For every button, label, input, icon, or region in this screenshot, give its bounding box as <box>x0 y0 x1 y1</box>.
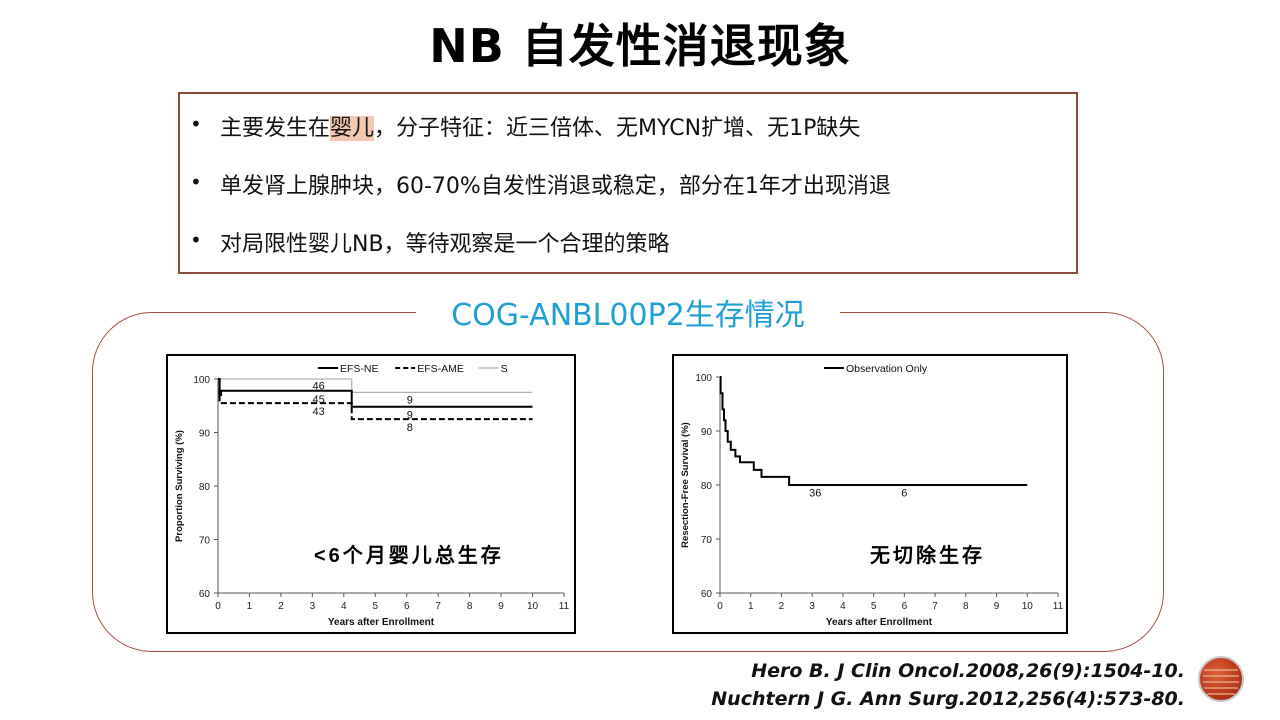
key-points-box: • 主要发生在婴儿，分子特征：近三倍体、无MYCN扩增、无1P缺失 • 单发肾上… <box>178 92 1078 274</box>
y-tick-label: 80 <box>701 481 713 492</box>
x-tick-label: 9 <box>994 601 1000 612</box>
x-tick-label: 2 <box>278 601 284 612</box>
bullet-text-1: 主要发生在婴儿，分子特征：近三倍体、无MYCN扩增、无1P缺失 <box>220 110 860 142</box>
bullet-1-prefix: 主要发生在 <box>220 116 331 141</box>
x-tick-label: 5 <box>871 601 877 612</box>
legend-entry: Observation Only <box>846 363 928 375</box>
y-tick-label: 100 <box>193 375 210 386</box>
bullet-text-3: 对局限性婴儿NB，等待观察是一个合理的策略 <box>220 232 670 257</box>
y-axis-label: Resection-Free Survival (%) <box>680 422 691 548</box>
bullet-dot-icon: • <box>190 228 202 252</box>
slide-title: NB 自发性消退现象 <box>429 19 851 73</box>
x-tick-label: 7 <box>932 601 938 612</box>
at-risk-label: 9 <box>407 394 413 406</box>
x-tick-label: 1 <box>247 601 253 612</box>
series-line-s <box>218 378 533 394</box>
highlighted-term: 婴儿 <box>330 116 375 141</box>
x-tick-label: 6 <box>404 601 410 612</box>
x-tick-label: 5 <box>372 601 378 612</box>
chart-panel-resection-free: 0 1 2 3 4 5 6 7 8 9 10 11 60 70 80 90 100 Years after Enr… <box>672 354 1068 634</box>
x-tick-label: 8 <box>467 601 473 612</box>
x-axis-label: Years after Enrollment <box>826 617 933 628</box>
series-line-efs-ame <box>218 378 533 421</box>
x-tick-label: 6 <box>902 601 908 612</box>
x-tick-label: 3 <box>310 601 316 612</box>
at-risk-label: 46 <box>313 380 325 392</box>
bullet-text-2: 单发肾上腺肿块，60-70%自发性消退或稳定，部分在1年才出现消退 <box>220 174 891 199</box>
x-tick-label: 3 <box>809 601 815 612</box>
x-tick-label: 0 <box>717 601 723 612</box>
y-tick-label: 70 <box>199 536 211 547</box>
series-line-observation-only <box>719 376 1028 486</box>
reference-2: Nuchtern J G. Ann Surg.2012,256(4):573-8… <box>711 688 1185 710</box>
bullet-1-suffix: ，分子特征：近三倍体、无MYCN扩增、无1P缺失 <box>374 116 861 141</box>
at-risk-label: 45 <box>313 394 325 406</box>
at-risk-label: 8 <box>407 422 413 434</box>
x-tick-label: 8 <box>963 601 969 612</box>
y-tick-label: 100 <box>695 373 712 384</box>
x-tick-label: 4 <box>341 601 347 612</box>
x-axis-label: Years after Enrollment <box>328 617 435 628</box>
section-heading: COG-ANBL00P2生存情况 <box>416 296 840 336</box>
bullet-dot-icon: • <box>190 170 202 194</box>
x-tick-label: 7 <box>435 601 441 612</box>
y-tick-label: 60 <box>199 589 211 600</box>
chart-annotation: <6个月婴儿总生存 <box>314 543 504 567</box>
x-tick-label: 1 <box>748 601 754 612</box>
x-tick-label: 0 <box>215 601 221 612</box>
y-tick-label: 60 <box>701 589 713 600</box>
y-tick-label: 70 <box>701 535 713 546</box>
y-tick-label: 90 <box>199 429 211 440</box>
chart-panel-overall-survival: 0 1 2 3 4 5 6 7 8 9 10 11 60 70 80 90 100 Years after Enr… <box>166 354 576 634</box>
resection-free-survival-chart: 0 1 2 3 4 5 6 7 8 9 10 11 60 70 80 90 100 Years after Enr… <box>680 363 1064 628</box>
legend-entry: S <box>501 363 508 375</box>
x-tick-label: 11 <box>559 601 570 612</box>
y-axis-label: Proportion Surviving (%) <box>174 430 185 542</box>
x-tick-label: 10 <box>527 601 539 612</box>
reference-1: Hero B. J Clin Oncol.2008,26(9):1504-10. <box>751 660 1185 682</box>
legend-entry: EFS-AME <box>417 363 464 375</box>
at-risk-label: 36 <box>809 488 821 500</box>
x-tick-label: 4 <box>840 601 846 612</box>
legend-entry: EFS-NE <box>340 363 379 375</box>
x-tick-label: 11 <box>1053 601 1064 612</box>
y-tick-label: 80 <box>199 482 211 493</box>
institution-logo-icon <box>1198 656 1244 702</box>
at-risk-label: 43 <box>313 406 325 418</box>
x-tick-label: 9 <box>498 601 504 612</box>
y-tick-label: 90 <box>701 427 713 438</box>
x-tick-label: 10 <box>1022 601 1034 612</box>
x-tick-label: 2 <box>779 601 785 612</box>
bullet-dot-icon: • <box>190 112 202 136</box>
at-risk-label: 6 <box>901 488 907 500</box>
chart-annotation: 无切除生存 <box>870 543 985 567</box>
at-risk-label: 9 <box>407 409 413 421</box>
